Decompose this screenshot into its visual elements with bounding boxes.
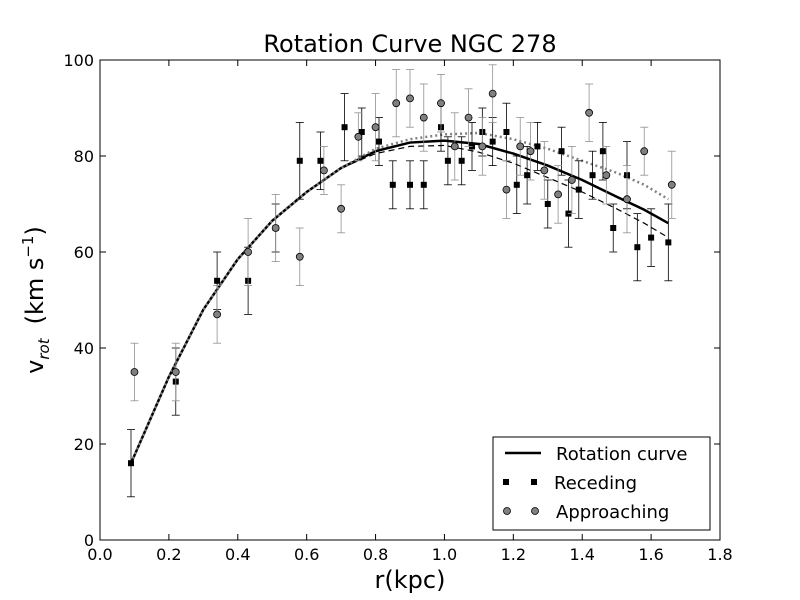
y-axis-label-subscript: rot: [35, 337, 53, 359]
approaching-point: [371, 123, 380, 132]
legend-square-marker-1: [503, 479, 509, 485]
receding-point: [610, 225, 617, 231]
x-axis-label: r(kpc): [375, 566, 446, 594]
axis-ticks: 0.0 0.2 0.4 0.6 0.8 1.0 1.2 1.4 1.6 1.8 0 20 40 60 80 1…: [63, 51, 732, 564]
y-tick-label: 40: [74, 339, 94, 358]
receding-point: [317, 157, 324, 164]
approaching-point: [478, 142, 487, 151]
y-tick-label: 60: [74, 243, 94, 262]
receding-point: [534, 143, 541, 150]
receding-point: [407, 181, 413, 188]
approaching-point: [640, 147, 649, 156]
approaching-point: [213, 310, 222, 319]
approaching-point: [271, 224, 280, 232]
x-tick-label: 1.4: [569, 545, 594, 564]
receding-point: [341, 124, 348, 131]
x-tick-label: 0.4: [225, 545, 250, 564]
receding-point: [544, 201, 551, 207]
approaching-point: [567, 176, 576, 184]
y-axis-label-superscript: −1: [19, 236, 37, 258]
x-tick-label: 0.6: [294, 545, 319, 564]
y-axis-label-main: v: [21, 360, 49, 374]
receding-point: [128, 460, 134, 467]
approaching-point: [502, 185, 511, 194]
legend-square-marker-2: [531, 479, 537, 485]
approaching-point: [623, 195, 631, 204]
receding-point: [558, 148, 565, 155]
receding-point: [589, 172, 596, 179]
receding-point: [358, 129, 365, 135]
plot-content: [127, 64, 676, 498]
curve-approaching-model: [129, 131, 669, 464]
receding-point: [458, 157, 465, 164]
approaching-point: [488, 89, 497, 98]
legend-circle-marker-1: [503, 507, 511, 515]
approaching-point: [585, 108, 594, 117]
receding-point: [513, 181, 520, 188]
receding-point: [648, 234, 655, 241]
receding-point: [665, 239, 672, 246]
chart-title: Rotation Curve NGC 278: [263, 30, 556, 58]
approaching-point: [319, 166, 328, 175]
approaching-point: [171, 368, 180, 376]
x-tick-label: 1.0: [432, 545, 457, 564]
approaching-point: [464, 113, 473, 122]
receding-point: [296, 157, 303, 164]
y-tick-label: 80: [74, 147, 94, 166]
receding-point: [444, 157, 451, 164]
legend: Rotation curve Receding Approaching: [492, 436, 711, 531]
approaching-point: [554, 190, 563, 199]
receding-point: [524, 172, 531, 179]
receding-point: [503, 129, 510, 135]
approaching-point: [295, 252, 304, 261]
approaching-point: [516, 142, 525, 151]
approaching-point: [450, 142, 459, 151]
approaching-point: [419, 113, 428, 122]
receding-point: [389, 181, 396, 188]
receding-point: [575, 186, 582, 193]
approaching-point: [337, 204, 346, 213]
legend-circle-marker-2: [531, 507, 539, 515]
legend-entry-receding: Receding: [554, 473, 637, 494]
x-tick-label: 1.2: [501, 545, 526, 564]
approaching-point: [130, 368, 139, 376]
receding-point: [489, 138, 496, 145]
approaching-point: [354, 132, 363, 141]
receding-point: [214, 277, 221, 284]
x-tick-label: 1.8: [707, 545, 732, 564]
y-axis-label-units-close: ): [21, 226, 49, 235]
x-tick-label: 0.0: [87, 545, 112, 564]
x-tick-label: 1.6: [638, 545, 663, 564]
approaching-point: [392, 99, 401, 108]
y-tick-label: 100: [63, 51, 94, 70]
receding-point: [599, 148, 606, 155]
legend-entry-rotation-curve: Rotation curve: [556, 444, 687, 465]
y-tick-label: 0: [84, 531, 94, 550]
approaching-point: [437, 99, 445, 108]
x-tick-label: 0.2: [156, 545, 181, 564]
approaching-point: [244, 248, 253, 256]
approaching-point: [406, 94, 414, 103]
x-tick-label: 0.8: [363, 545, 388, 564]
legend-entry-approaching: Approaching: [556, 502, 669, 523]
approaching-point: [667, 180, 676, 189]
receding-point: [634, 244, 641, 251]
approaching-point: [540, 166, 549, 175]
y-axis-label-units: (km s: [21, 258, 49, 325]
y-tick-label: 20: [74, 435, 94, 454]
plot-frame: [99, 59, 721, 541]
receding-point: [376, 138, 382, 145]
approaching-point: [602, 171, 611, 180]
y-axis-label: vrot (km s−1): [19, 226, 53, 374]
receding-point: [420, 181, 427, 188]
approaching-point: [526, 147, 535, 156]
